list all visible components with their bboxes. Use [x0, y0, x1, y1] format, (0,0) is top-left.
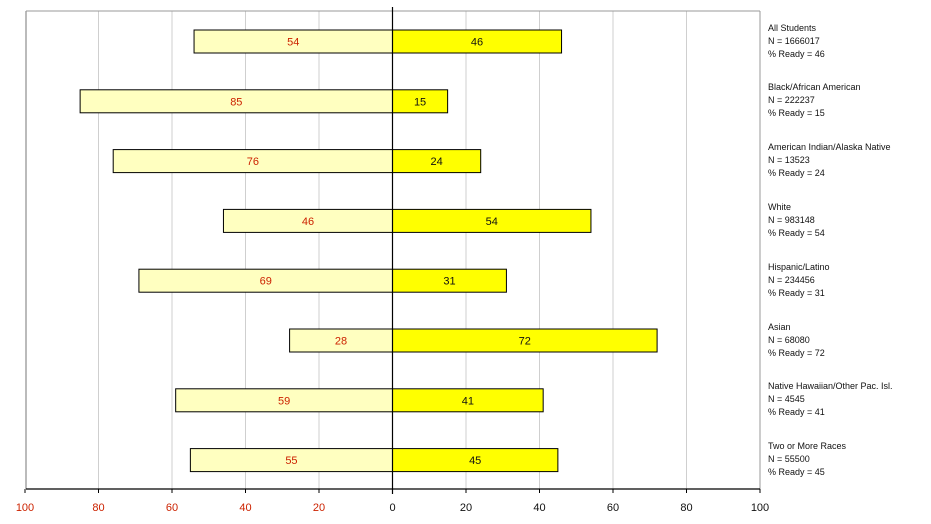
data-label-ready: 41 [462, 395, 474, 407]
category-ready-label: % Ready = 72 [768, 347, 825, 358]
category-ready-label: % Ready = 24 [768, 168, 825, 179]
category-n-label: N = 222237 [768, 95, 815, 106]
data-label-not-ready: 76 [247, 156, 259, 168]
x-tick-label: 0 [389, 502, 395, 514]
category-group: Asian [768, 321, 791, 332]
category-ready-label: % Ready = 15 [768, 108, 825, 119]
category-n-label: N = 234456 [768, 274, 815, 285]
x-tick-label: 20 [313, 502, 325, 514]
category-label: White N = 983148 % Ready = 54 [768, 201, 825, 240]
data-label-ready: 24 [430, 156, 442, 168]
category-label: Native Hawaiian/Other Pac. Isl. N = 4545%… [768, 380, 893, 419]
category-group: Native Hawaiian/Other Pac. Isl. [768, 381, 893, 392]
category-n-label: N = 68080 [768, 334, 810, 345]
category-group: American Indian/Alaska Native [768, 142, 891, 153]
category-group: Two or More Races [768, 441, 847, 452]
category-n-label: N = 4545 [768, 394, 805, 405]
category-label: American Indian/Alaska Native N = 13523 % … [768, 141, 891, 180]
category-n-label: N = 13523 [768, 155, 810, 166]
category-label: Two or More Races N = 55500 % Ready = 45 [768, 440, 846, 479]
category-group: Black/African American [768, 82, 861, 93]
data-label-not-ready: 46 [302, 216, 314, 228]
data-label-not-ready: 28 [335, 336, 347, 348]
x-tick-label: 100 [16, 502, 34, 514]
category-ready-label: % Ready = 54 [768, 227, 825, 238]
category-ready-label: % Ready = 31 [768, 287, 825, 298]
data-label-ready: 46 [471, 37, 483, 49]
category-label: Black/African American N = 222237 % Ready … [768, 81, 861, 120]
x-tick-label: 60 [166, 502, 178, 514]
category-n-label: N = 1666017 [768, 35, 820, 46]
category-group: Hispanic/Latino [768, 261, 830, 272]
data-label-not-ready: 85 [230, 96, 242, 108]
data-label-not-ready: 69 [260, 276, 272, 288]
category-group: All Students [768, 22, 817, 33]
category-label: All Students N = 1666017 % Ready = 46 [768, 22, 825, 61]
data-label-not-ready: 54 [287, 37, 299, 49]
data-label-ready: 15 [414, 96, 426, 108]
x-tick-label: 80 [92, 502, 104, 514]
data-label-not-ready: 55 [285, 455, 297, 467]
category-label: Asian N = 68080 % Ready = 72 [768, 321, 825, 360]
data-label-ready: 45 [469, 455, 481, 467]
x-tick-label: 40 [533, 502, 545, 514]
x-tick-label: 40 [239, 502, 251, 514]
category-group: White [768, 201, 792, 212]
x-tick-label: 100 [751, 502, 769, 514]
data-label-ready: 31 [443, 276, 455, 288]
x-tick-label: 60 [607, 502, 619, 514]
category-ready-label: % Ready = 45 [768, 467, 825, 478]
data-label-ready: 72 [519, 336, 531, 348]
category-n-label: N = 55500 [768, 454, 810, 465]
data-label-not-ready: 59 [278, 395, 290, 407]
x-tick-label: 20 [460, 502, 472, 514]
category-ready-label: % Ready = 41 [768, 407, 825, 418]
x-tick-label: 80 [680, 502, 692, 514]
category-label: Hispanic/Latino N = 234456 % Ready = 31 [768, 261, 830, 300]
category-ready-label: % Ready = 46 [768, 48, 825, 59]
category-n-label: N = 983148 [768, 214, 815, 225]
data-label-ready: 54 [486, 216, 498, 228]
